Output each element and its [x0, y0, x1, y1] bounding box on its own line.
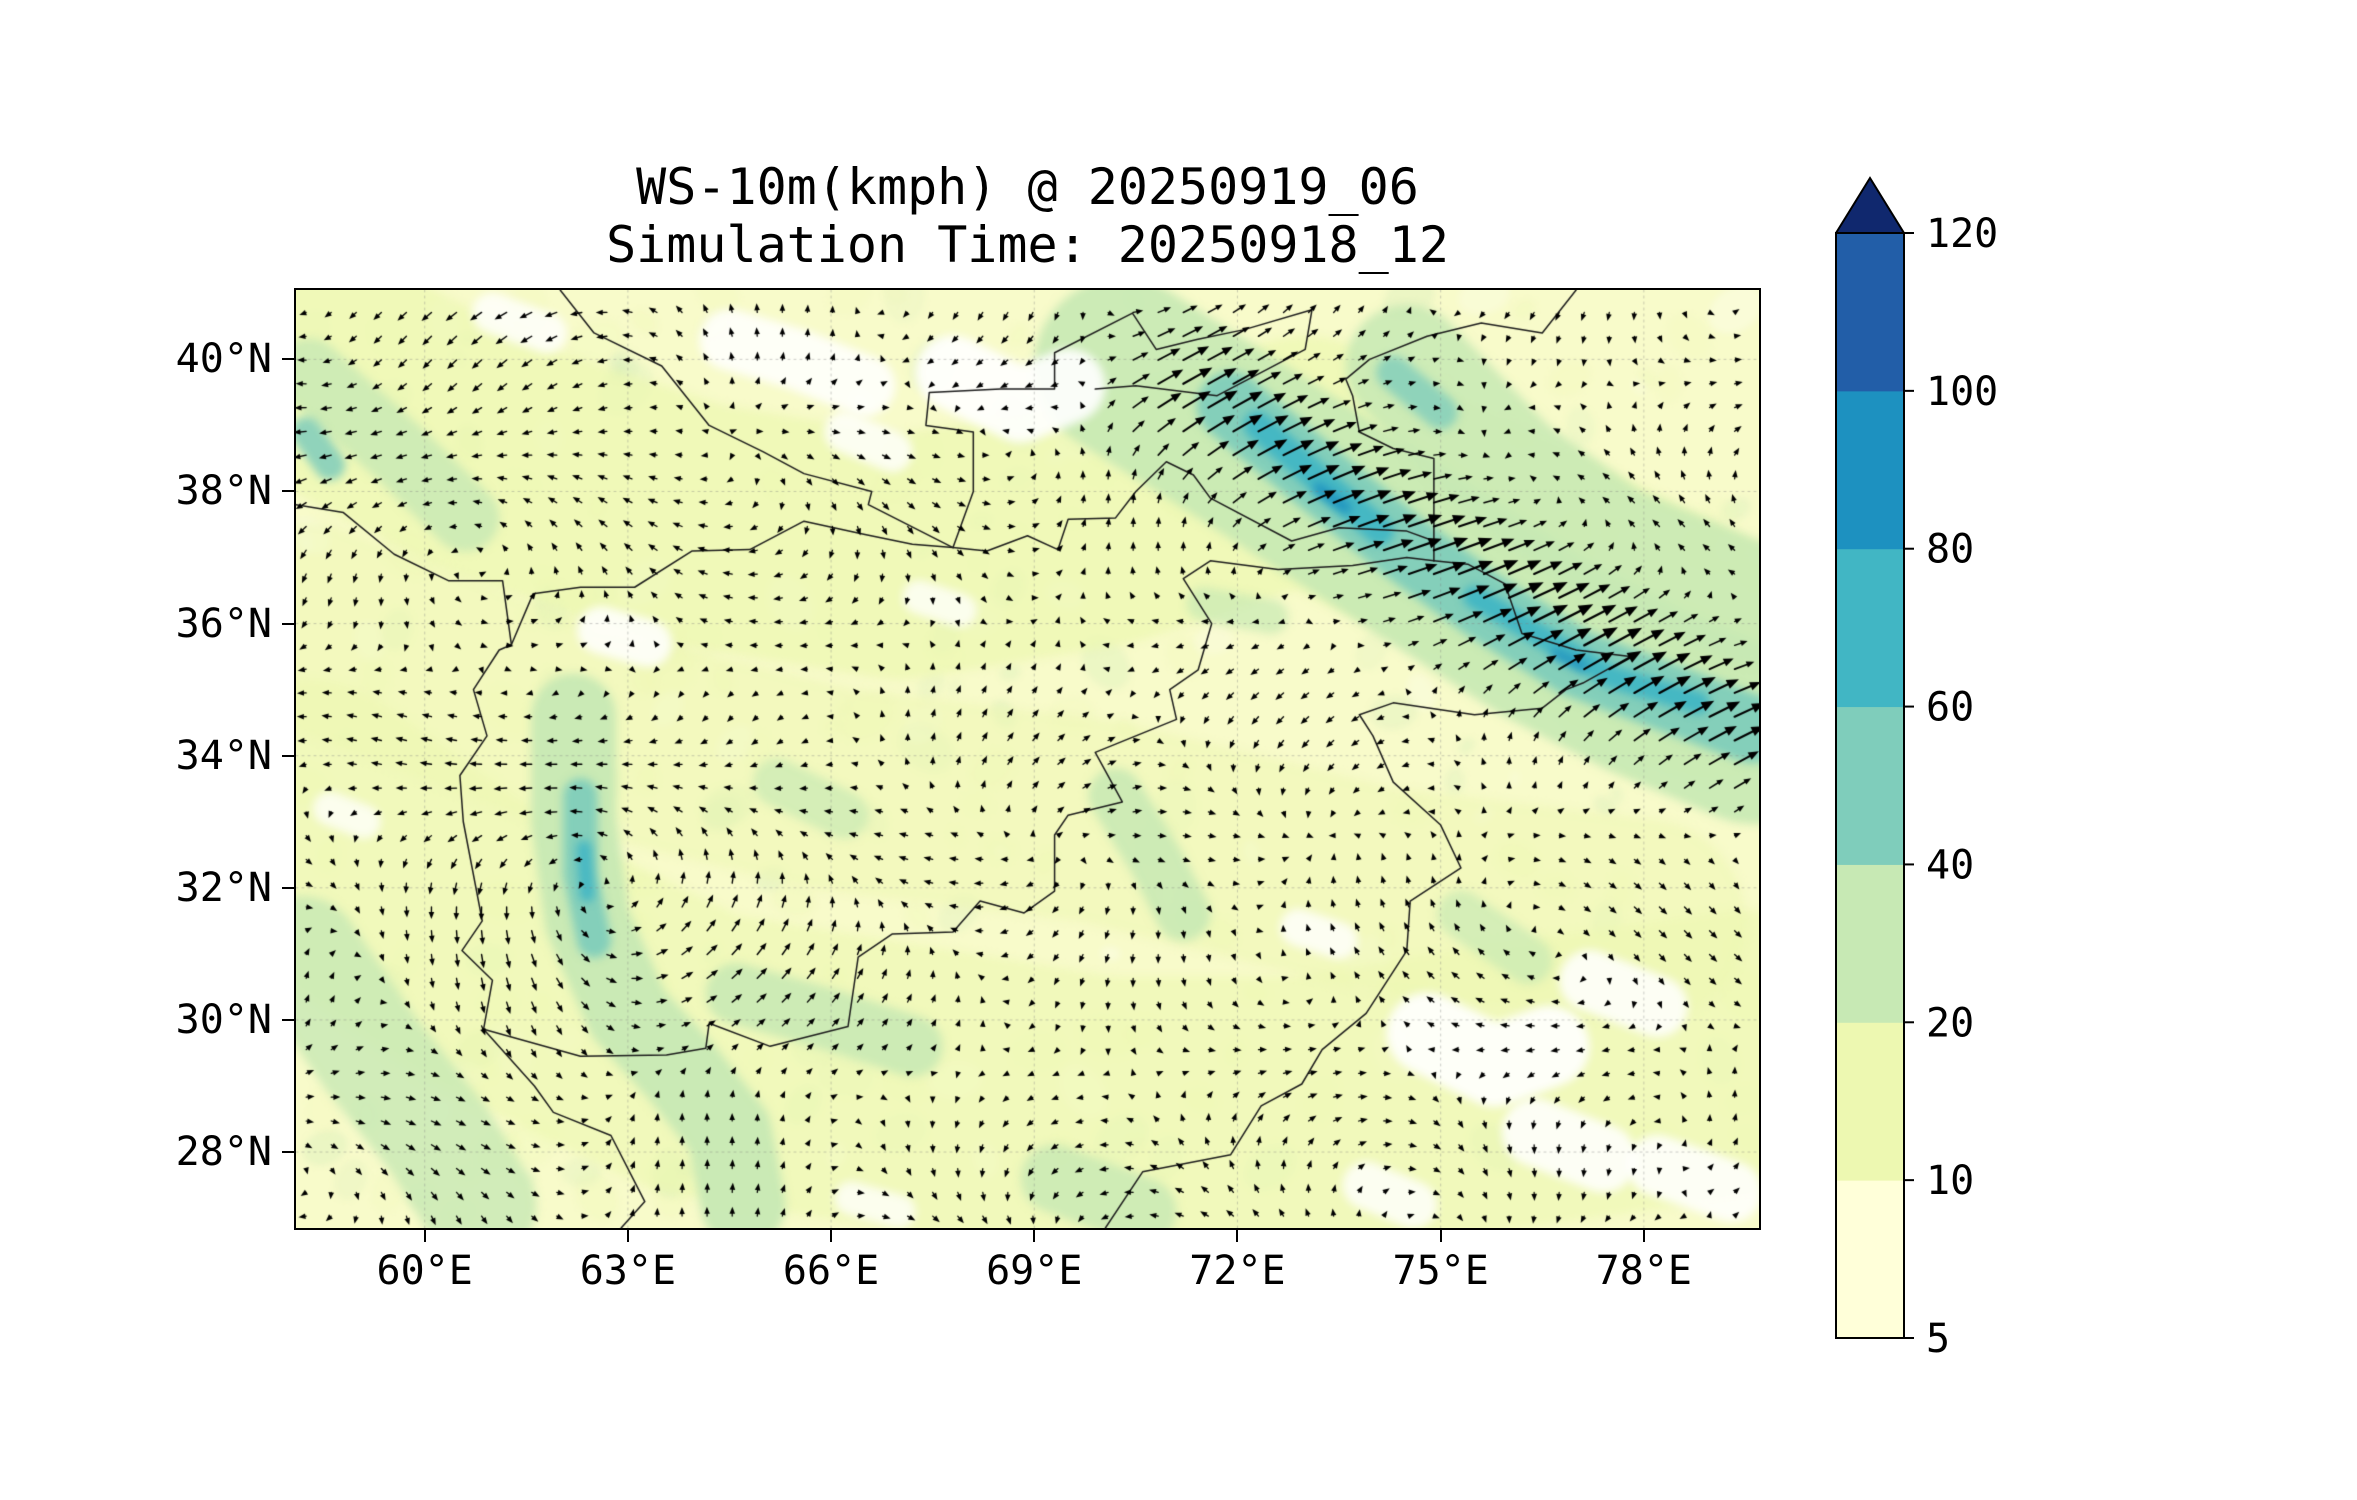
y-axis-tick-mark [282, 1151, 294, 1154]
chart-title-line1: WS-10m(kmph) @ 20250919_06 [636, 158, 1419, 216]
colorbar-outline [1835, 232, 1905, 1339]
y-axis-tick-mark [282, 490, 294, 493]
colorbar-tick-label: 60 [1926, 685, 1974, 731]
y-axis-tick-label: 36°N [175, 600, 272, 647]
colorbar-tick-label: 10 [1926, 1158, 1974, 1204]
y-axis-tick-mark [282, 1018, 294, 1021]
colorbar-segment [1836, 233, 1904, 392]
map-plot-area [294, 288, 1761, 1230]
colorbar-tick-label: 20 [1926, 1000, 1974, 1046]
colorbar-segment [1836, 706, 1904, 865]
chart-title-line2: Simulation Time: 20250918_12 [606, 216, 1449, 274]
colorbar-segment [1836, 1180, 1904, 1339]
colorbar-tick-label: 120 [1926, 211, 1998, 257]
colorbar-segment [1836, 1022, 1904, 1181]
y-axis-tick-label: 40°N [175, 336, 272, 383]
x-axis-tick-label: 63°E [579, 1248, 677, 1294]
y-axis-tick-label: 30°N [175, 996, 272, 1043]
map-canvas [296, 290, 1759, 1228]
x-axis-tick-label: 78°E [1595, 1248, 1692, 1294]
colorbar-tick-label: 40 [1926, 842, 1974, 888]
x-axis-tick-mark [1033, 1230, 1036, 1242]
x-axis-tick-mark [423, 1230, 426, 1242]
x-axis-tick-mark [1236, 1230, 1239, 1242]
x-axis-tick-label: 60°E [376, 1248, 473, 1294]
y-axis-tick-label: 32°N [175, 864, 272, 911]
y-axis-tick-label: 28°N [175, 1129, 272, 1176]
x-axis-tick-label: 72°E [1189, 1248, 1286, 1294]
x-axis-tick-label: 69°E [986, 1248, 1083, 1294]
colorbar-tick-label: 100 [1926, 369, 1998, 415]
y-axis-tick-label: 34°N [175, 732, 272, 779]
colorbar-segment [1836, 390, 1904, 550]
y-axis-tick-mark [282, 622, 294, 625]
y-axis-tick-mark [282, 754, 294, 757]
colorbar-tick-label: 80 [1926, 527, 1974, 573]
colorbar-segment [1836, 864, 1904, 1023]
x-axis-tick-mark [830, 1230, 833, 1242]
colorbar-tick-label: 5 [1926, 1316, 1950, 1362]
y-axis-tick-mark [282, 358, 294, 361]
colorbar: 5 10 20 40 60 80 100 120 [1834, 170, 2065, 1394]
x-axis-tick-mark [1439, 1230, 1442, 1242]
x-axis-tick-mark [626, 1230, 629, 1242]
colorbar-extend-arrow [1834, 176, 1906, 234]
y-axis-tick-label: 38°N [175, 468, 272, 515]
x-axis-tick-mark [1642, 1230, 1645, 1242]
colorbar-segment [1836, 548, 1904, 708]
x-axis-tick-label: 75°E [1392, 1248, 1489, 1294]
y-axis-tick-mark [282, 886, 294, 889]
colorbar-svg: 5 10 20 40 60 80 100 120 [1834, 176, 1998, 1362]
x-axis-tick-label: 66°E [782, 1248, 880, 1294]
